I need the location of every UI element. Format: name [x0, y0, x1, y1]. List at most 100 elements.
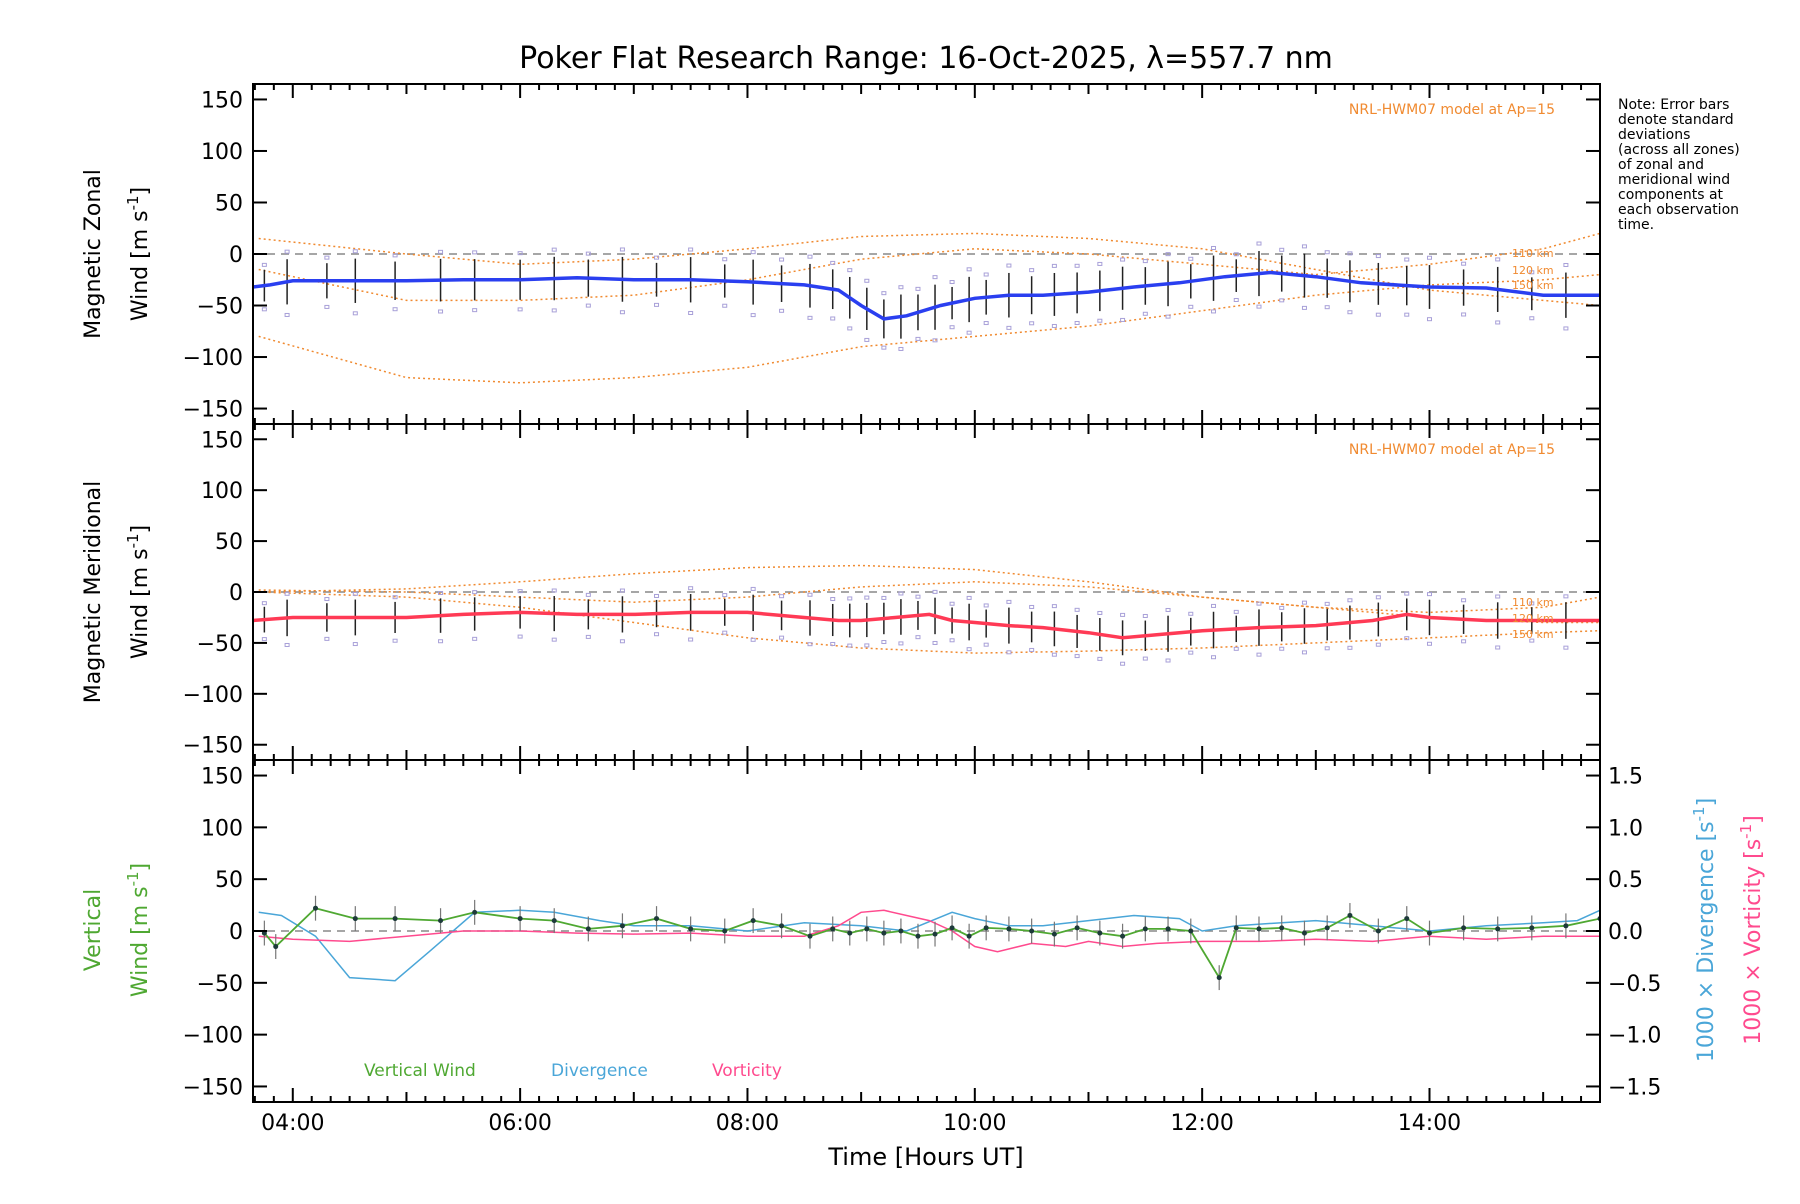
vertical-wind-point — [619, 923, 625, 929]
y-tick-label: −150 — [183, 734, 243, 759]
zone-marker — [1256, 304, 1262, 309]
vertical-wind-point — [1256, 926, 1262, 932]
zone-marker — [881, 291, 887, 296]
zone-marker — [915, 594, 921, 599]
vertical-wind-point — [688, 926, 694, 932]
zone-marker — [261, 637, 267, 642]
zone-marker — [1142, 613, 1148, 618]
zone-marker — [324, 636, 330, 641]
vertical-wind-point — [1347, 912, 1353, 918]
zone-marker — [966, 647, 972, 652]
zone-marker — [1120, 661, 1126, 666]
zone-marker — [654, 593, 660, 598]
zone-marker — [619, 247, 625, 252]
vorticity-line — [258, 909, 1600, 953]
y-tick-label: −100 — [183, 346, 243, 371]
zone-marker — [438, 249, 444, 254]
zone-marker — [847, 596, 853, 601]
zone-marker — [949, 601, 955, 606]
y-tick-label: −150 — [183, 1075, 243, 1100]
zonal-wind-line — [253, 270, 1600, 321]
zone-marker — [261, 262, 267, 267]
note-line: (across all zones) — [1618, 142, 1740, 158]
note-line: Note: Error bars — [1618, 97, 1729, 113]
zone-marker — [1404, 591, 1410, 596]
zonal-ylabel-line1: Magnetic Zonal — [81, 169, 106, 339]
zone-marker — [898, 641, 904, 646]
zone-marker — [830, 597, 836, 602]
zone-marker — [1563, 594, 1569, 599]
zone-marker — [261, 601, 267, 606]
vertical-wind-point — [966, 933, 972, 939]
right-y-tick-label: −1.0 — [1608, 1024, 1661, 1049]
zone-marker — [1006, 263, 1012, 268]
zone-marker — [517, 589, 523, 594]
zone-marker — [688, 586, 694, 591]
right-y-tick-label: −1.5 — [1608, 1075, 1661, 1100]
zone-marker — [619, 310, 625, 315]
vertical-ylabel-line2: Wind [m s-1] — [124, 863, 153, 997]
x-tick-label: 08:00 — [716, 1111, 779, 1136]
zone-marker — [779, 308, 785, 313]
zone-marker — [1347, 310, 1353, 315]
vertical-wind-point — [352, 916, 358, 922]
vertical-wind-point — [1404, 916, 1410, 922]
zone-marker — [864, 278, 870, 283]
zone-marker — [1529, 601, 1535, 606]
zone-marker — [750, 586, 756, 591]
zone-marker — [1301, 244, 1307, 249]
zone-marker — [1233, 252, 1239, 257]
zone-marker — [1211, 309, 1217, 314]
zone-marker — [352, 249, 358, 254]
meridional-alt-label-120: 120 km — [1512, 612, 1554, 625]
zone-marker — [1074, 607, 1080, 612]
zone-marker — [750, 637, 756, 642]
zone-marker — [654, 255, 660, 260]
x-tick-label: 12:00 — [1170, 1111, 1233, 1136]
zone-marker — [898, 346, 904, 351]
zone-marker — [585, 251, 591, 256]
vertical-wind-point — [1097, 930, 1103, 936]
zone-marker — [1233, 646, 1239, 651]
vertical-wind-point — [1529, 925, 1535, 931]
vertical-wind-point — [472, 909, 478, 915]
zone-marker — [392, 595, 398, 600]
zone-marker — [392, 307, 398, 312]
vertical-wind-point — [807, 933, 813, 939]
note-line: of zonal and — [1618, 157, 1704, 173]
zone-marker — [1563, 645, 1569, 650]
zone-marker — [392, 253, 398, 258]
zone-marker — [1142, 656, 1148, 661]
zone-marker — [1426, 317, 1432, 322]
right-y-tick-label: 0.0 — [1608, 920, 1643, 945]
y-tick-label: 50 — [215, 191, 243, 216]
zone-marker — [932, 589, 938, 594]
zone-marker — [324, 255, 330, 260]
vertical-wind-point — [517, 916, 523, 922]
zone-marker — [1279, 646, 1285, 651]
vertical-wind-point — [830, 926, 836, 932]
note-block: Note: Error bars denote standard deviati… — [1618, 97, 1740, 233]
zone-marker — [807, 592, 813, 597]
zone-marker — [1006, 325, 1012, 330]
vertical-wind-point — [1006, 926, 1012, 932]
zone-marker — [1279, 247, 1285, 252]
zone-marker — [1142, 311, 1148, 316]
y-tick-label: 150 — [201, 428, 243, 453]
legend-vorticity: Vorticity — [712, 1061, 782, 1081]
y-tick-label: 100 — [201, 816, 243, 841]
zone-marker — [983, 603, 989, 608]
zone-marker — [722, 593, 728, 598]
zone-marker — [915, 336, 921, 341]
vertical-wind-point — [273, 944, 279, 950]
model-curve — [258, 232, 1600, 307]
zone-marker — [915, 635, 921, 640]
zone-marker — [688, 310, 694, 315]
vertical-wind-point — [1051, 931, 1057, 937]
right-y-tick-label: 0.5 — [1608, 868, 1643, 893]
vertical-wind-point — [898, 928, 904, 934]
vertical-wind-point — [1563, 923, 1569, 929]
legend-vertical-wind: Vertical Wind — [364, 1061, 476, 1081]
zone-marker — [261, 307, 267, 312]
